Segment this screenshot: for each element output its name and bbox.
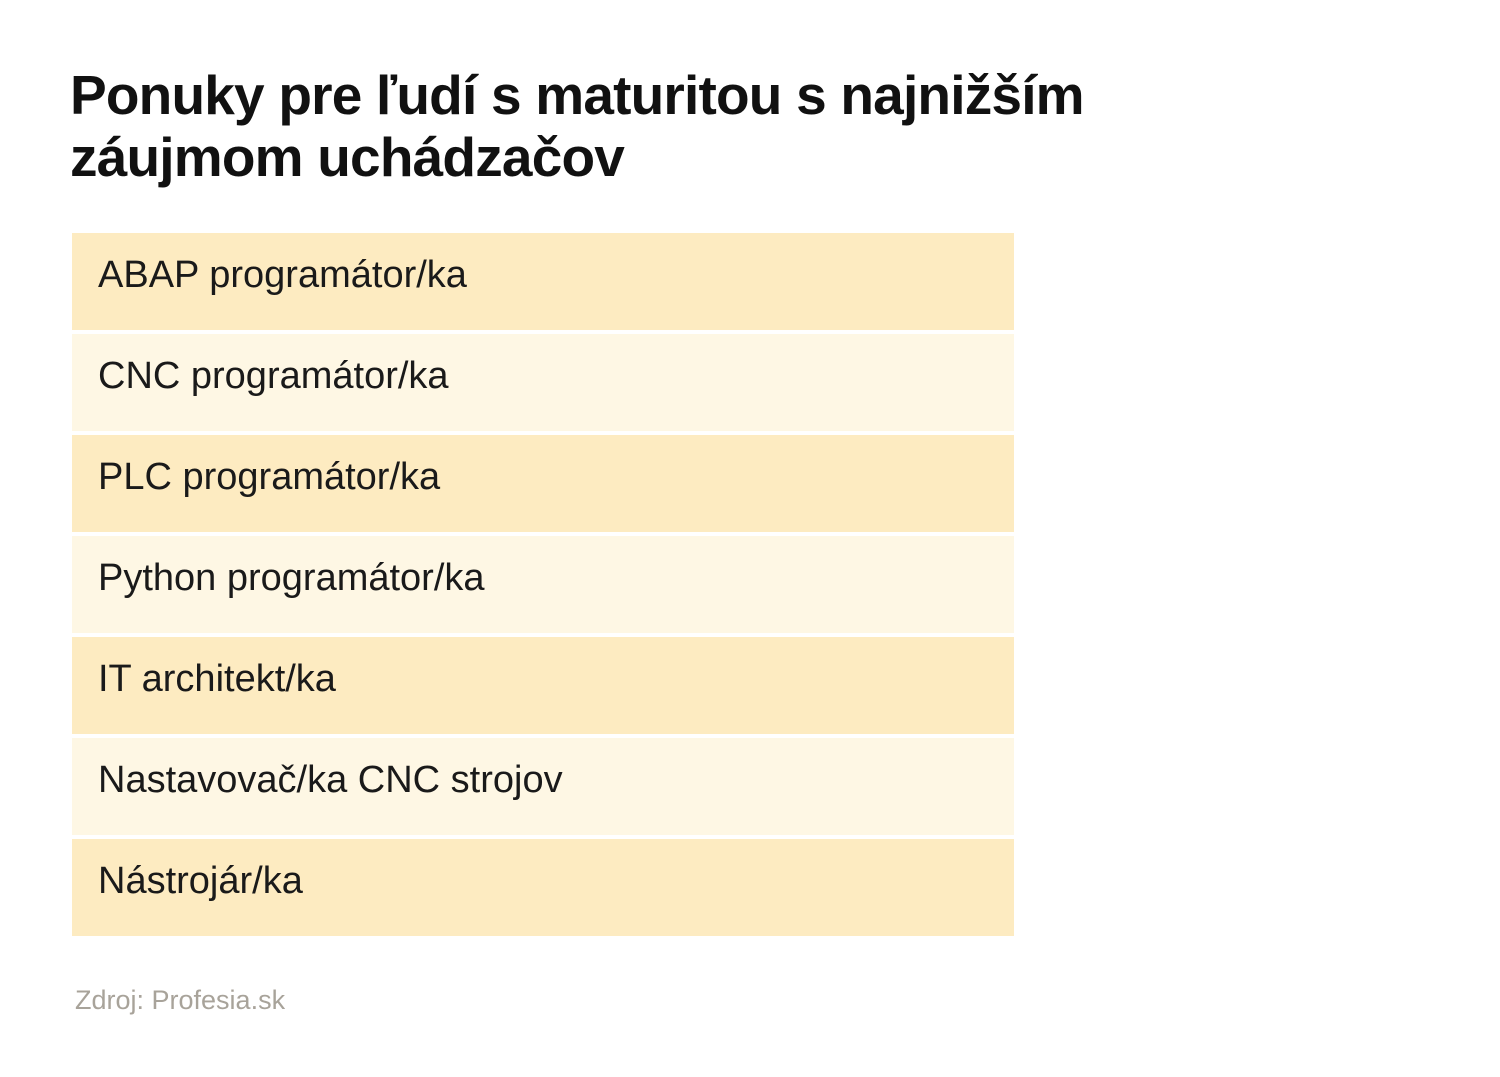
table-row: Nástrojár/ka (72, 839, 1014, 936)
table-row: Nastavovač/ka CNC strojov (72, 738, 1014, 835)
table-row: PLC programátor/ka (72, 435, 1014, 532)
chart-title: Ponuky pre ľudí s maturitou s najnižším … (70, 64, 1085, 188)
job-table: ABAP programátor/ka CNC programátor/ka PLC… (72, 233, 1014, 936)
table-row: IT architekt/ka (72, 637, 1014, 734)
table-row: ABAP programátor/ka (72, 233, 1014, 330)
source-note: Zdroj: Profesia.sk (75, 985, 286, 1015)
table-row: Python programátor/ka (72, 536, 1014, 633)
table-row: CNC programátor/ka (72, 334, 1014, 431)
